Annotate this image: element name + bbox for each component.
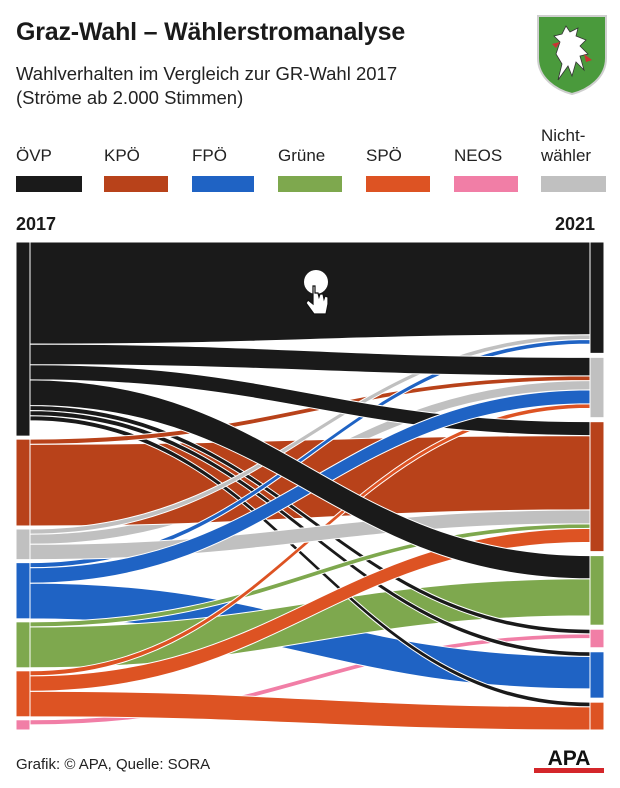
node-2017-nw [15, 528, 31, 561]
legend-label-spo: SPÖ [366, 146, 402, 165]
legend-swatch-fpo [192, 176, 254, 192]
node-2021-nw [589, 356, 605, 419]
legend-label-kpo: KPÖ [104, 146, 140, 165]
node-2021-neo [589, 628, 605, 649]
source-credit: Grafik: © APA, Quelle: SORA [16, 756, 211, 773]
node-2017-ovp [15, 241, 31, 437]
node-2021-kpo [589, 421, 605, 553]
node-2017-spo [15, 670, 31, 718]
legend-item-neo: NEOS [454, 130, 518, 192]
node-2021-ovp [589, 241, 605, 354]
node-2017-gru [15, 621, 31, 669]
legend-label-nw: Nicht- wähler [541, 126, 592, 165]
tap-hint-icon[interactable] [304, 270, 329, 315]
node-2021-gru [589, 555, 605, 626]
legend-label-neo: NEOS [454, 146, 503, 165]
legend-item-kpo: KPÖ [104, 130, 168, 192]
legend-label-gru: Grüne [278, 146, 326, 165]
nodes-2017 [15, 241, 31, 731]
flow-spo-to-spo [29, 690, 591, 731]
legend-swatch-nw [541, 176, 606, 192]
legend-swatch-ovp [16, 176, 82, 192]
styria-coat-of-arms-icon [537, 15, 607, 96]
legend-item-fpo: FPÖ [192, 130, 254, 192]
year-label-2017: 2017 [16, 214, 57, 234]
node-2017-fpo [15, 562, 31, 620]
apa-logo-text: APA [548, 747, 591, 770]
legend-swatch-neo [454, 176, 518, 192]
legend-item-nw: Nicht- wähler [541, 126, 606, 192]
node-2017-neo [15, 719, 31, 731]
nodes-2021 [589, 241, 605, 731]
node-2021-fpo [589, 651, 605, 699]
legend-swatch-kpo [104, 176, 168, 192]
legend-swatch-spo [366, 176, 430, 192]
chart-subtitle: Wahlverhalten im Vergleich zur GR-Wahl 2… [16, 63, 398, 108]
legend-label-ovp: ÖVP [16, 146, 52, 165]
apa-logo: APA [534, 747, 604, 773]
legend-label-fpo: FPÖ [192, 146, 227, 165]
node-2017-kpo [15, 438, 31, 527]
legend-item-gru: Grüne [278, 130, 342, 192]
flow-ovp-to-ovp [29, 241, 591, 345]
legend-item-spo: SPÖ [366, 130, 430, 192]
year-label-2021: 2021 [555, 214, 596, 234]
chart-title: Graz-Wahl – Wählerstromanalyse [16, 18, 406, 46]
legend-swatch-gru [278, 176, 342, 192]
legend-item-ovp: ÖVP [16, 130, 82, 192]
flows [29, 241, 591, 731]
node-2021-spo [589, 701, 605, 731]
